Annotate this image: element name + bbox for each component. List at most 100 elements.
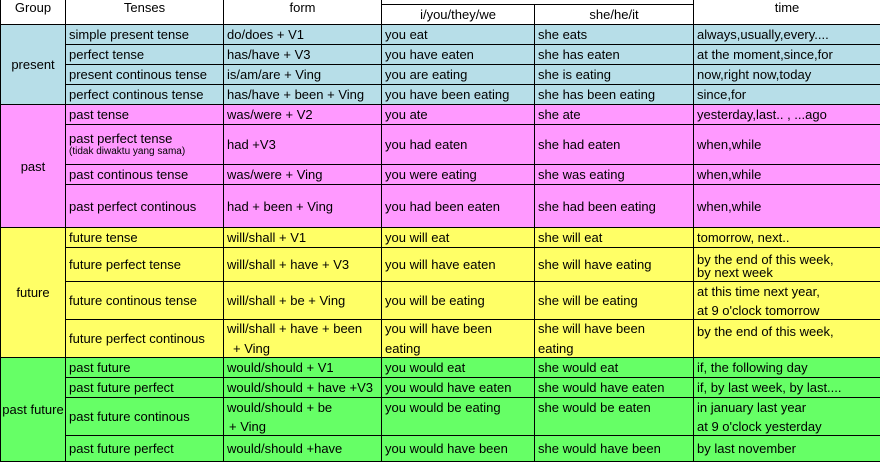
tense-cell: future perfect tense [65, 247, 224, 282]
tense-cell: past future continous [65, 397, 224, 436]
tense-cell: past future perfect [65, 435, 224, 462]
time-cell: tomorrow, next.. [693, 227, 880, 248]
time-cell: by the end of this week, by next week [693, 247, 880, 282]
time-cell: by last november [693, 435, 880, 462]
she-line: eating [538, 341, 574, 356]
tense-cell: past perfect tense (tidak diwaktu yang s… [65, 124, 224, 165]
time-cell: at the moment,since,for [693, 44, 880, 65]
group-future: future [0, 227, 66, 358]
table-row: future perfect continous will/shall + ha… [1, 319, 880, 358]
table-row: present simple present tense do/does + V… [0, 24, 880, 105]
she-cell: she is eating [534, 64, 694, 85]
time-line: in january last year [697, 399, 807, 415]
time-cell: in january last year at 9 o'clock yester… [693, 397, 880, 436]
form-cell: would/should + be + Ving [223, 397, 382, 436]
i-cell: you would eat [381, 357, 535, 378]
she-cell: she would eat [534, 357, 694, 378]
tense-label: past perfect tense [69, 131, 173, 146]
form-cell: has/have + V3 [223, 44, 382, 65]
i-cell: you had eaten [381, 124, 535, 165]
tense-cell: past continous tense [65, 164, 224, 185]
tense-note: (tidak diwaktu yang sama) [69, 146, 186, 157]
tense-cell: future tense [65, 227, 224, 248]
tense-cell: past future [65, 357, 224, 378]
table-row: future perfect tense will/shall + have +… [1, 247, 880, 282]
table-row: perfect continous tense has/have + been … [1, 84, 880, 105]
i-cell: you will be eating [381, 281, 535, 320]
she-cell: she had been eating [534, 184, 694, 228]
she-cell: she eats [534, 24, 694, 45]
she-cell: she would have been [534, 435, 694, 462]
tense-cell: simple present tense [65, 24, 224, 45]
header-time: time [693, 0, 880, 25]
group-past: past [0, 104, 66, 228]
header-form: form [223, 0, 382, 25]
table-row: past future perfect would/should +have y… [1, 435, 880, 462]
tense-cell: future perfect continous [65, 319, 224, 358]
i-cell: you would have eaten [381, 377, 535, 398]
she-cell: she has been eating [534, 84, 694, 105]
time-line: at this time next year, [697, 283, 820, 299]
form-cell: would/should + have +V3 [223, 377, 382, 398]
form-cell: was/were + Ving [223, 164, 382, 185]
form-cell: do/does + V1 [223, 24, 382, 45]
table-row: future continous tense will/shall + be +… [1, 281, 880, 320]
table-row: perfect tense has/have + V3 you have eat… [1, 44, 880, 65]
form-cell: had + been + Ving [223, 184, 382, 228]
table-row: past future perfect would/should + have … [1, 377, 880, 398]
form-line: + Ving [229, 418, 266, 434]
form-cell: is/am/are + Ving [223, 64, 382, 85]
time-cell: if, by last week, by last.... [693, 377, 880, 398]
header-tenses: Tenses [65, 0, 224, 25]
form-cell: would/should +have [223, 435, 382, 462]
i-cell: you eat [381, 24, 535, 45]
table-row: past past tense was/were + V2 you ate sh… [0, 104, 880, 228]
she-cell: she ate [534, 104, 694, 125]
she-line: she will have been [538, 321, 645, 336]
time-line: at 9 o'clock tomorrow [697, 302, 820, 318]
she-cell: she would be eaten [534, 397, 694, 436]
time-cell: since,for [693, 84, 880, 105]
table-row: past future continous would/should + be … [1, 397, 880, 436]
she-cell: she would have eaten [534, 377, 694, 398]
i-cell: you will have eaten [381, 247, 535, 282]
i-cell: you are eating [381, 64, 535, 85]
time-cell: always,usually,every.... [693, 24, 880, 45]
i-line: eating [385, 341, 421, 356]
form-line: + Ving [233, 341, 270, 356]
she-cell: she had eaten [534, 124, 694, 165]
group-present: present [0, 24, 66, 105]
form-cell: will/shall + have + V3 [223, 247, 382, 282]
time-cell: by the end of this week, [693, 319, 880, 358]
form-line: will/shall + have + been [227, 321, 363, 336]
form-cell: would/should + V1 [223, 357, 382, 378]
time-cell: yesterday,last.. , ...ago [693, 104, 880, 125]
tense-cell: future continous tense [65, 281, 224, 320]
group-past-future: past future [0, 357, 66, 462]
time-cell: when,while [693, 184, 880, 228]
she-cell: she will have eating [534, 247, 694, 282]
table-row: past future past future would/should + V… [0, 357, 880, 462]
she-cell: she was eating [534, 164, 694, 185]
form-cell: has/have + been + Ving [223, 84, 382, 105]
i-cell: you had been eaten [381, 184, 535, 228]
time-cell: at this time next year, at 9 o'clock tom… [693, 281, 880, 320]
time-line: by next week [697, 264, 773, 280]
i-line: you will have been [385, 321, 492, 336]
table-row: past perfect tense (tidak diwaktu yang s… [1, 124, 880, 165]
tense-cell: past perfect continous [65, 184, 224, 228]
table-row: past perfect continous had + been + Ving… [1, 184, 880, 228]
tense-cell: perfect continous tense [65, 84, 224, 105]
table-row: future future tense will/shall + V1 you … [0, 227, 880, 358]
time-cell: when,while [693, 124, 880, 165]
i-cell: you ate [381, 104, 535, 125]
i-cell: you were eating [381, 164, 535, 185]
i-cell: you would have been [381, 435, 535, 462]
time-line: at 9 o'clock yesterday [697, 418, 822, 434]
she-cell: she has eaten [534, 44, 694, 65]
header-group: Group [0, 0, 66, 25]
header-i-you: i/you/they/we [381, 4, 535, 25]
time-cell: if, the following day [693, 357, 880, 378]
i-cell: you would be eating [381, 397, 535, 436]
